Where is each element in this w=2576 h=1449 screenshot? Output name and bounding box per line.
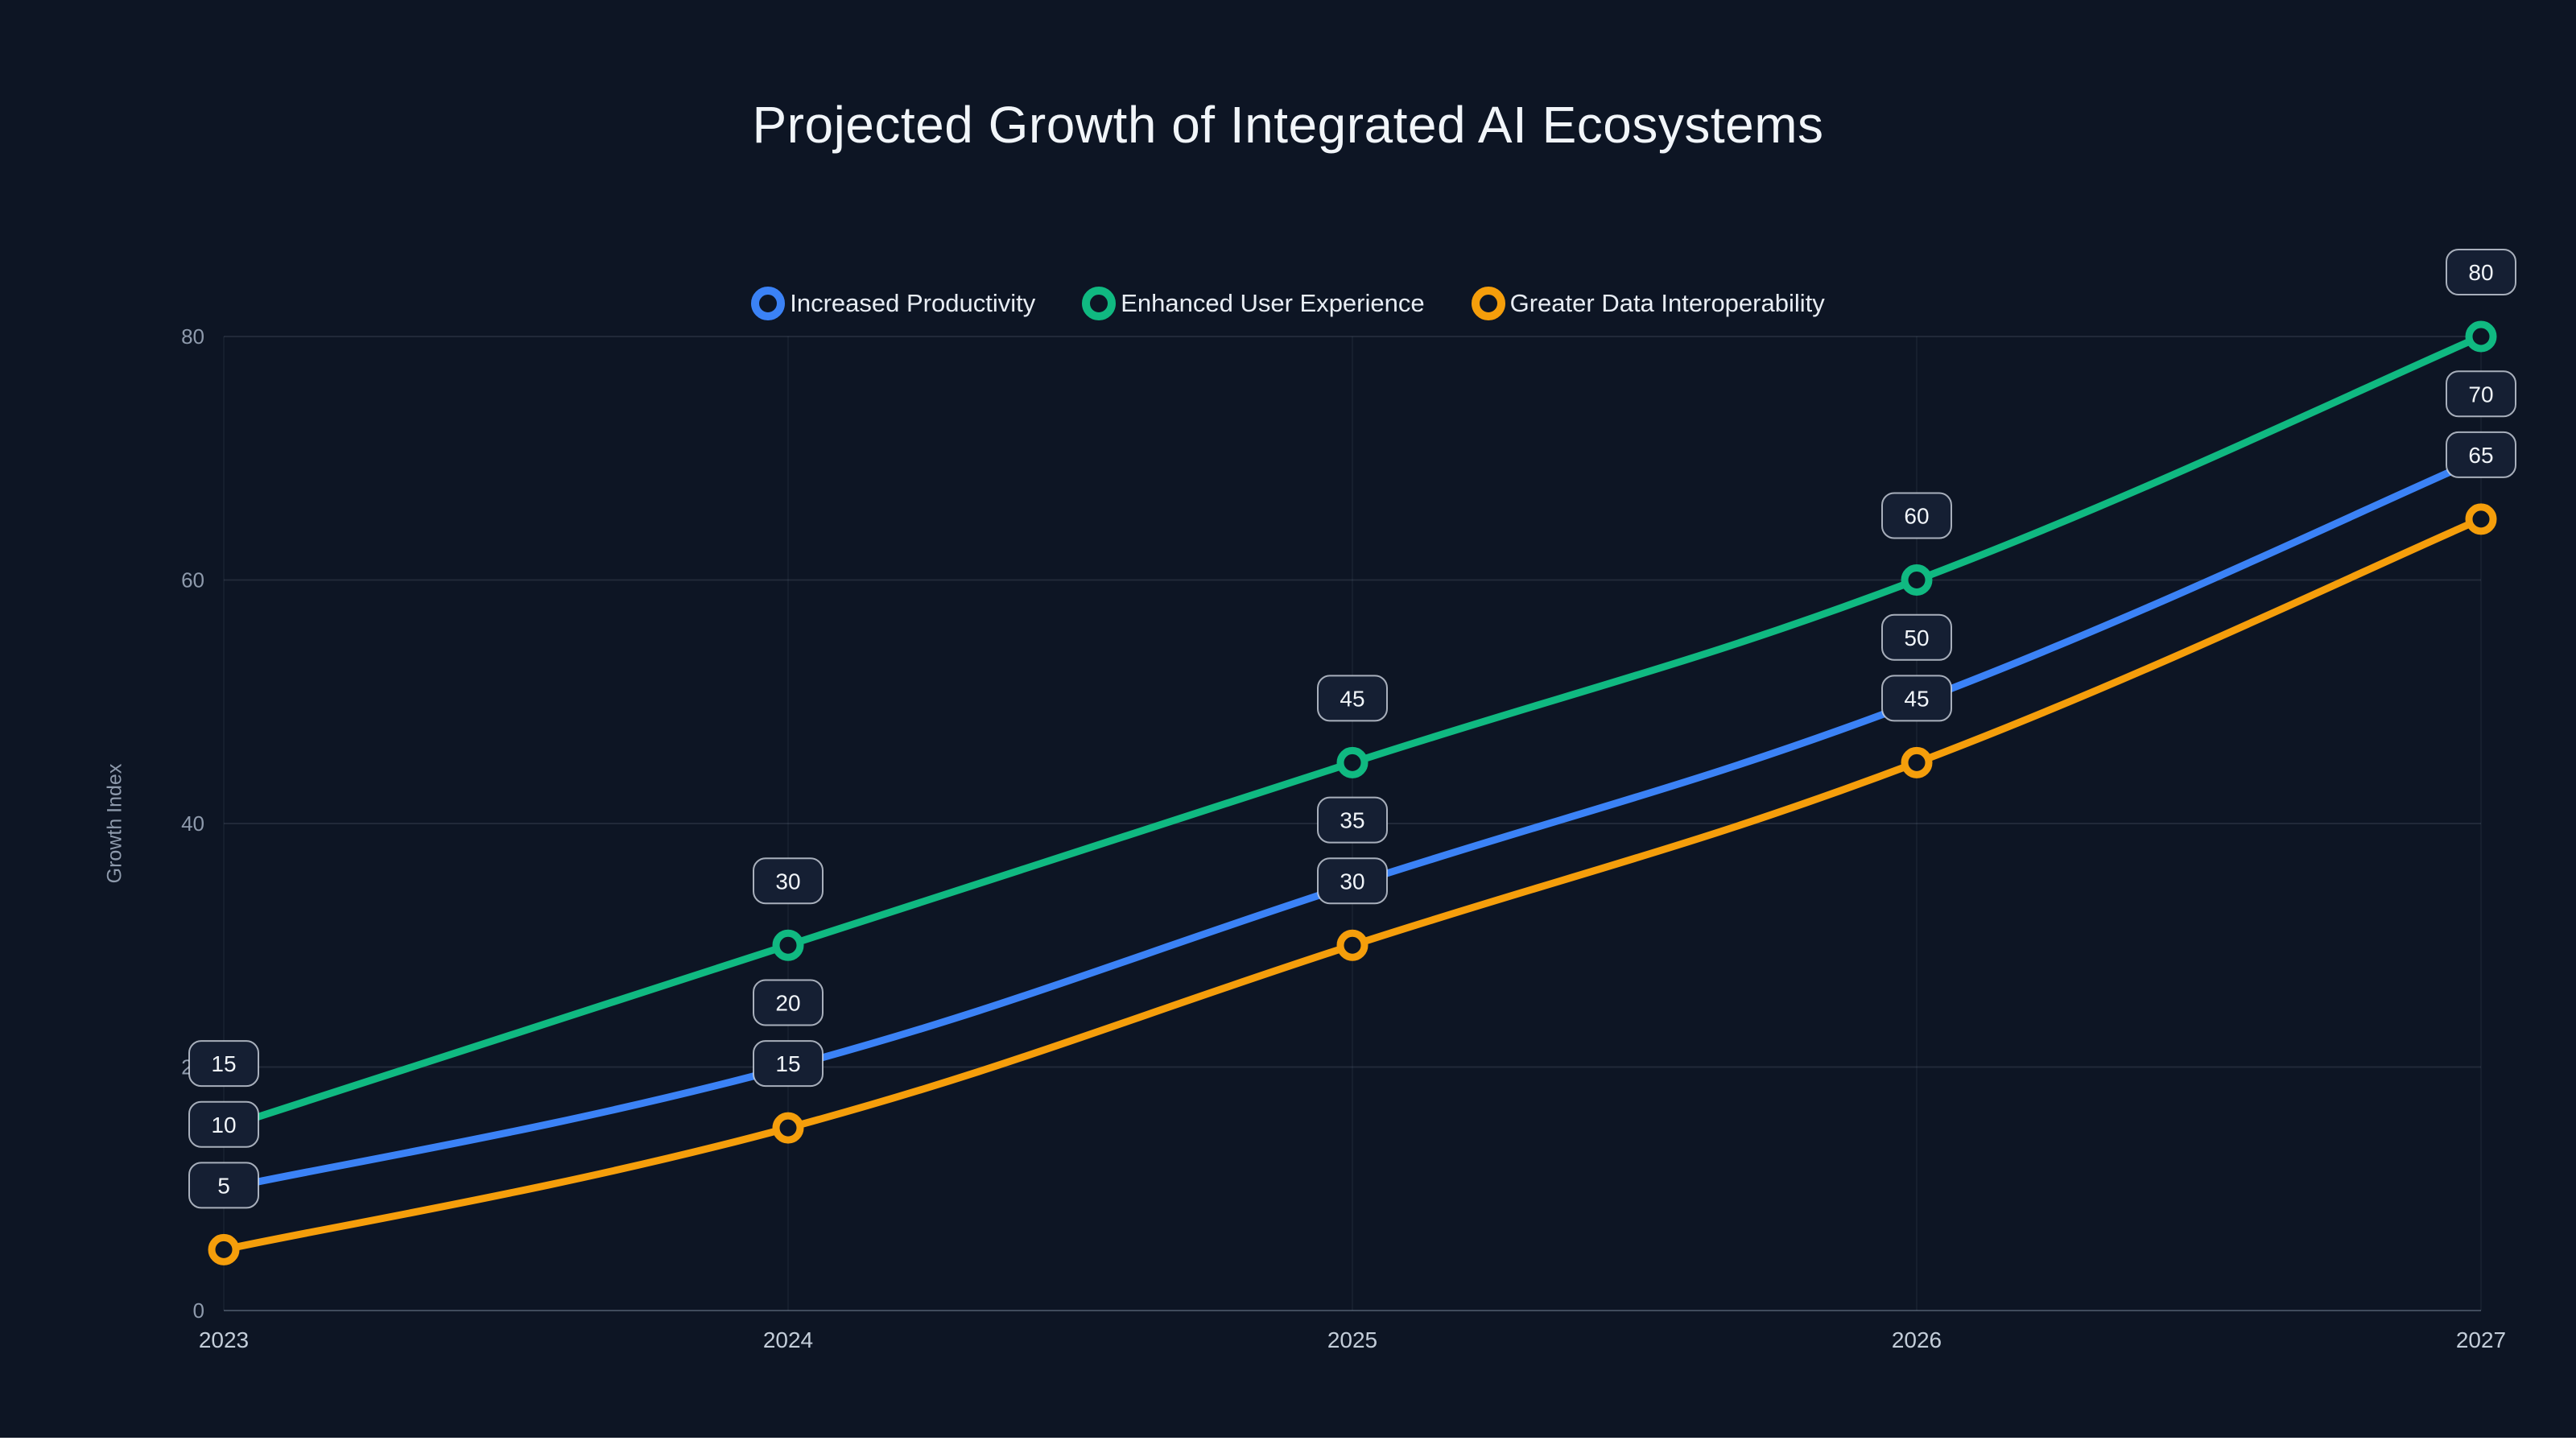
point-label-box bbox=[188, 1040, 259, 1088]
point-label-value: 15 bbox=[211, 1051, 236, 1076]
point-label-value: 70 bbox=[2468, 382, 2493, 407]
data-point-marker bbox=[2465, 503, 2497, 535]
point-label-value: 50 bbox=[1904, 625, 1929, 650]
point-label-box bbox=[1881, 492, 1952, 539]
y-tick-label: 0 bbox=[193, 1298, 204, 1323]
point-label-value: 10 bbox=[211, 1113, 236, 1137]
point-label-box bbox=[188, 1100, 259, 1148]
y-tick-label: 80 bbox=[181, 324, 204, 349]
x-tick-label: 2025 bbox=[1327, 1327, 1377, 1352]
x-tick-label: 2024 bbox=[763, 1327, 813, 1352]
legend-item[interactable]: Increased Productivity bbox=[751, 287, 1035, 320]
point-label-box bbox=[188, 1162, 259, 1209]
point-label-value: 45 bbox=[1904, 686, 1929, 711]
data-point-marker bbox=[208, 1233, 240, 1265]
point-label-value: 60 bbox=[1904, 504, 1929, 529]
data-point-marker bbox=[1336, 929, 1368, 961]
legend-item[interactable]: Greater Data Interoperability bbox=[1471, 287, 1825, 320]
point-label-box bbox=[1317, 675, 1388, 722]
point-label-value: 15 bbox=[775, 1051, 800, 1076]
point-label-box bbox=[1317, 857, 1388, 905]
point-label-value: 20 bbox=[775, 991, 800, 1016]
data-point-marker bbox=[1336, 746, 1368, 778]
data-point-marker bbox=[772, 929, 804, 961]
x-tick-label: 2023 bbox=[199, 1327, 249, 1352]
legend-label: Increased Productivity bbox=[790, 289, 1036, 317]
y-tick-label: 40 bbox=[181, 811, 204, 836]
x-tick-label: 2026 bbox=[1892, 1327, 1942, 1352]
point-label-box bbox=[753, 979, 824, 1026]
point-label-box bbox=[1881, 675, 1952, 722]
point-label-value: 35 bbox=[1340, 808, 1364, 833]
legend-ring-icon bbox=[1471, 287, 1505, 320]
y-tick-label: 60 bbox=[181, 568, 204, 592]
point-label-value: 80 bbox=[2468, 260, 2493, 285]
point-label-box bbox=[2446, 370, 2516, 418]
legend-item[interactable]: Enhanced User Experience bbox=[1082, 287, 1425, 320]
point-label-box bbox=[2446, 249, 2516, 295]
legend-ring-icon bbox=[1082, 287, 1117, 320]
x-tick-label: 2027 bbox=[2456, 1327, 2506, 1352]
point-label-box bbox=[1317, 796, 1388, 844]
point-label-value: 30 bbox=[775, 869, 800, 894]
bottom-strip bbox=[0, 1438, 2576, 1449]
data-point-marker bbox=[1901, 746, 1933, 778]
legend-label: Enhanced User Experience bbox=[1121, 289, 1425, 317]
point-label-box bbox=[753, 1040, 824, 1088]
point-label-box bbox=[2446, 431, 2516, 478]
point-label-box bbox=[753, 857, 824, 905]
point-label-value: 45 bbox=[1340, 686, 1364, 711]
point-label-box bbox=[1881, 613, 1952, 661]
legend-ring-icon bbox=[751, 287, 786, 320]
legend-label: Greater Data Interoperability bbox=[1509, 289, 1825, 317]
chart-legend: Increased Productivity Enhanced User Expe… bbox=[0, 287, 2576, 320]
chart-title: Projected Growth of Integrated AI Ecosys… bbox=[752, 96, 1824, 154]
data-point-marker bbox=[2465, 320, 2497, 353]
point-label-value: 30 bbox=[1340, 869, 1364, 894]
point-label-value: 5 bbox=[217, 1173, 230, 1198]
data-point-marker bbox=[1901, 564, 1933, 596]
data-point-marker bbox=[772, 1112, 804, 1144]
point-label-value: 65 bbox=[2468, 443, 2493, 468]
